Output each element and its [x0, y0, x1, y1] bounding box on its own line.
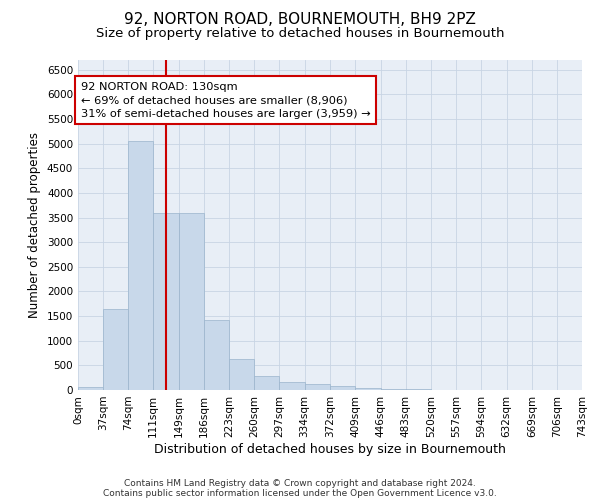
Text: Contains public sector information licensed under the Open Government Licence v3: Contains public sector information licen… — [103, 488, 497, 498]
Bar — [331, 386, 355, 390]
Bar — [204, 320, 229, 390]
Text: 92 NORTON ROAD: 130sqm
← 69% of detached houses are smaller (8,906)
31% of semi-: 92 NORTON ROAD: 130sqm ← 69% of detached… — [81, 82, 370, 118]
Text: Size of property relative to detached houses in Bournemouth: Size of property relative to detached ho… — [96, 28, 504, 40]
X-axis label: Distribution of detached houses by size in Bournemouth: Distribution of detached houses by size … — [154, 442, 506, 456]
Text: Contains HM Land Registry data © Crown copyright and database right 2024.: Contains HM Land Registry data © Crown c… — [124, 478, 476, 488]
Bar — [78, 387, 103, 390]
Bar — [355, 388, 380, 390]
Bar — [305, 384, 331, 390]
Bar — [103, 308, 128, 390]
Bar — [128, 141, 153, 390]
Text: 92, NORTON ROAD, BOURNEMOUTH, BH9 2PZ: 92, NORTON ROAD, BOURNEMOUTH, BH9 2PZ — [124, 12, 476, 28]
Bar — [179, 213, 204, 390]
Bar — [229, 360, 254, 390]
Bar — [254, 376, 280, 390]
Bar — [153, 212, 179, 390]
Bar — [380, 389, 406, 390]
Bar — [280, 382, 305, 390]
Y-axis label: Number of detached properties: Number of detached properties — [28, 132, 41, 318]
